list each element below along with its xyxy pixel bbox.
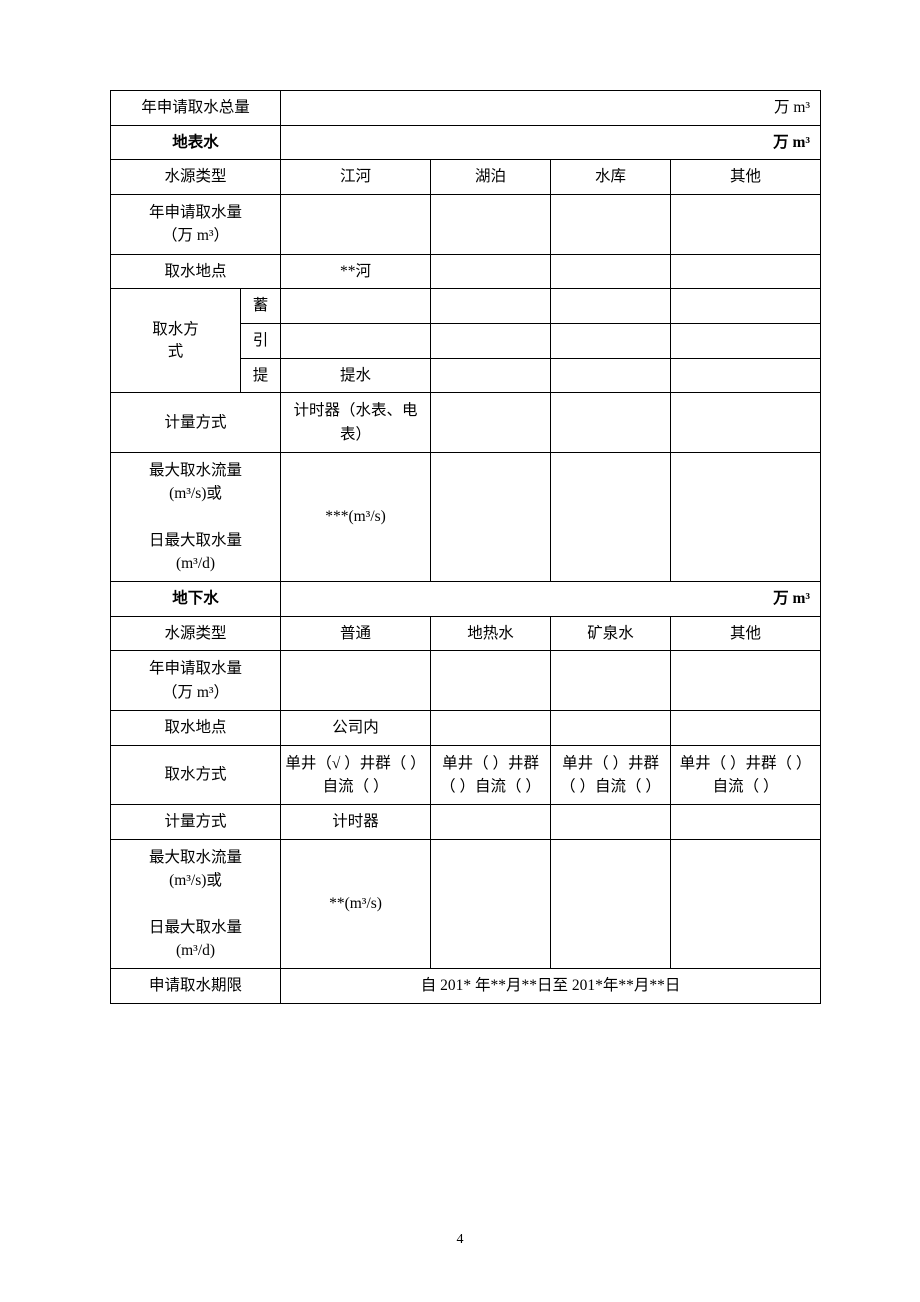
- source-type-label: 水源类型: [111, 160, 281, 195]
- empty-cell: [281, 289, 431, 324]
- intake-method-label-2: 取水方式: [111, 745, 281, 805]
- surface-max-flow: ***(m³/s): [281, 452, 431, 581]
- ground-type-geothermal: 地热水: [431, 616, 551, 651]
- surface-water-label: 地表水: [111, 125, 281, 160]
- ground-method-2: 单井（ ）井群（ ）自流（ ）: [431, 745, 551, 805]
- empty-cell: [671, 839, 821, 968]
- annual-total-label: 年申请取水总量: [111, 91, 281, 126]
- ground-type-other: 其他: [671, 616, 821, 651]
- source-type-label-2: 水源类型: [111, 616, 281, 651]
- ground-water-label: 地下水: [111, 582, 281, 617]
- surface-type-reservoir: 水库: [551, 160, 671, 195]
- ground-intake-location: 公司内: [281, 710, 431, 745]
- measure-method-label: 计量方式: [111, 393, 281, 453]
- empty-cell: [671, 358, 821, 393]
- measure-method-label-2: 计量方式: [111, 805, 281, 840]
- empty-cell: [431, 323, 551, 358]
- empty-cell: [671, 254, 821, 289]
- apply-period-value: 自 201* 年**月**日至 201*年**月**日: [281, 969, 821, 1004]
- empty-cell: [551, 323, 671, 358]
- max-flow-label-2: 最大取水流量 (m³/s)或 日最大取水量 (m³/d): [111, 839, 281, 968]
- empty-cell: [671, 195, 821, 255]
- empty-cell: [431, 358, 551, 393]
- empty-cell: [431, 452, 551, 581]
- annual-total-value: 万 m³: [281, 91, 821, 126]
- surface-intake-location: **河: [281, 254, 431, 289]
- empty-cell: [281, 651, 431, 711]
- empty-cell: [551, 254, 671, 289]
- empty-cell: [671, 651, 821, 711]
- empty-cell: [671, 289, 821, 324]
- intake-location-label: 取水地点: [111, 254, 281, 289]
- ground-method-1: 单井（√ ）井群（ ）自流（ ）: [281, 745, 431, 805]
- empty-cell: [551, 805, 671, 840]
- apply-period-label: 申请取水期限: [111, 969, 281, 1004]
- method-pump-value: 提水: [281, 358, 431, 393]
- annual-apply-vol-label-2: 年申请取水量 （万 m³）: [111, 651, 281, 711]
- max-flow-label: 最大取水流量 (m³/s)或 日最大取水量 (m³/d): [111, 452, 281, 581]
- surface-type-other: 其他: [671, 160, 821, 195]
- surface-type-river: 江河: [281, 160, 431, 195]
- ground-water-value: 万 m³: [281, 582, 821, 617]
- surface-measure-value: 计时器（水表、电表）: [281, 393, 431, 453]
- empty-cell: [551, 393, 671, 453]
- ground-method-4: 单井（ ）井群（ ）自流（ ）: [671, 745, 821, 805]
- intake-location-label-2: 取水地点: [111, 710, 281, 745]
- surface-water-value: 万 m³: [281, 125, 821, 160]
- method-pump-label: 提: [241, 358, 281, 393]
- ground-method-3: 单井（ ）井群（ ）自流（ ）: [551, 745, 671, 805]
- empty-cell: [551, 710, 671, 745]
- empty-cell: [431, 254, 551, 289]
- empty-cell: [551, 452, 671, 581]
- intake-method-label: 取水方 式: [111, 289, 241, 393]
- ground-measure-value: 计时器: [281, 805, 431, 840]
- empty-cell: [551, 289, 671, 324]
- empty-cell: [431, 805, 551, 840]
- page-number: 4: [0, 1232, 920, 1248]
- ground-type-normal: 普通: [281, 616, 431, 651]
- empty-cell: [431, 839, 551, 968]
- method-store-label: 蓄: [241, 289, 281, 324]
- empty-cell: [431, 393, 551, 453]
- method-divert-label: 引: [241, 323, 281, 358]
- empty-cell: [551, 195, 671, 255]
- empty-cell: [671, 805, 821, 840]
- water-application-table: 年申请取水总量 万 m³ 地表水 万 m³ 水源类型 江河 湖泊 水库 其他 年…: [110, 90, 821, 1004]
- empty-cell: [281, 195, 431, 255]
- ground-max-flow: **(m³/s): [281, 839, 431, 968]
- ground-type-mineral: 矿泉水: [551, 616, 671, 651]
- empty-cell: [281, 323, 431, 358]
- empty-cell: [431, 651, 551, 711]
- surface-type-lake: 湖泊: [431, 160, 551, 195]
- empty-cell: [431, 710, 551, 745]
- empty-cell: [671, 710, 821, 745]
- empty-cell: [671, 323, 821, 358]
- empty-cell: [551, 358, 671, 393]
- empty-cell: [671, 452, 821, 581]
- empty-cell: [551, 651, 671, 711]
- empty-cell: [671, 393, 821, 453]
- empty-cell: [431, 195, 551, 255]
- empty-cell: [551, 839, 671, 968]
- annual-apply-vol-label: 年申请取水量 （万 m³）: [111, 195, 281, 255]
- empty-cell: [431, 289, 551, 324]
